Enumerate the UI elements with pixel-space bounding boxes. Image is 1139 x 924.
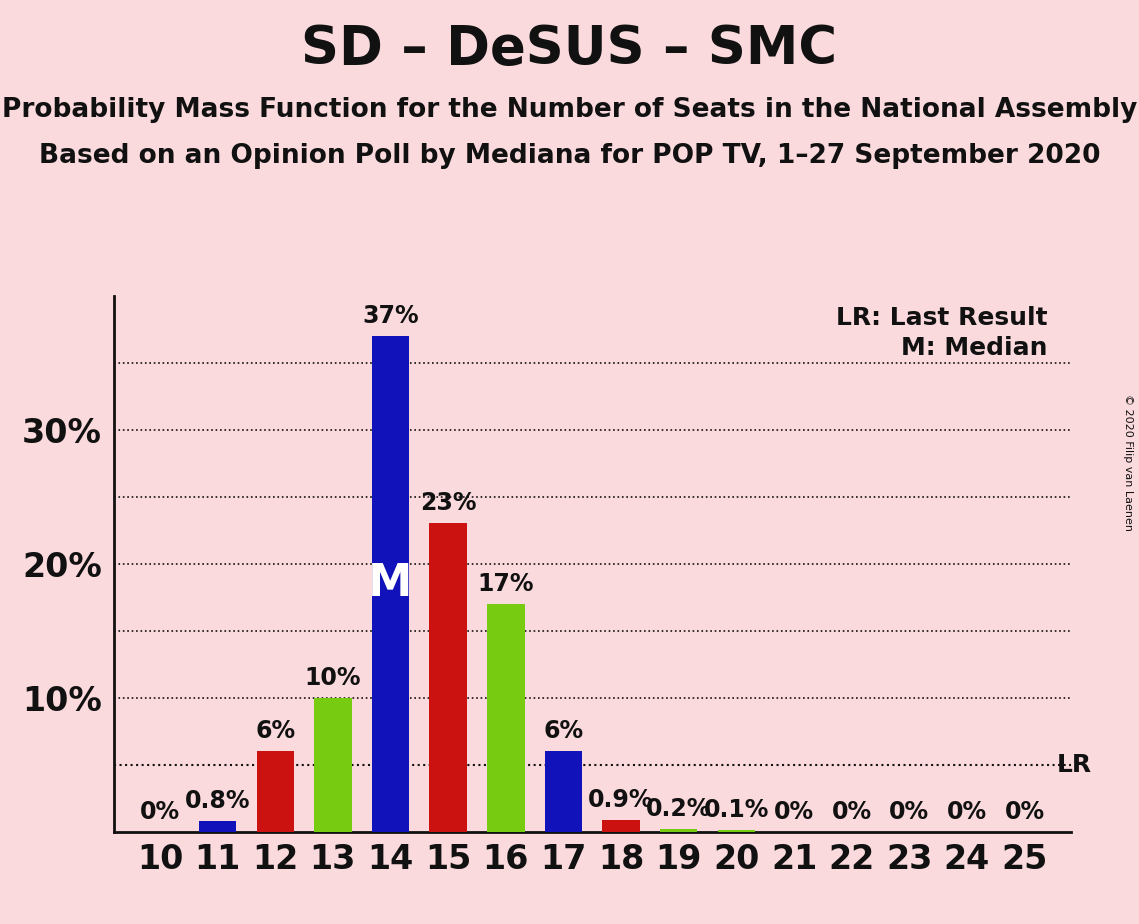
Text: 37%: 37%	[362, 304, 419, 328]
Text: LR: LR	[1056, 753, 1091, 776]
Bar	[371, 336, 409, 832]
Text: 0%: 0%	[831, 799, 871, 823]
Text: SD – DeSUS – SMC: SD – DeSUS – SMC	[302, 23, 837, 75]
Text: 0%: 0%	[1005, 799, 1044, 823]
Text: Probability Mass Function for the Number of Seats in the National Assembly: Probability Mass Function for the Number…	[2, 97, 1137, 123]
Bar	[314, 698, 352, 832]
Text: 0.9%: 0.9%	[589, 787, 654, 811]
Bar	[603, 820, 640, 832]
Text: 0.8%: 0.8%	[185, 789, 251, 813]
Text: 10%: 10%	[304, 665, 361, 689]
Text: 0.2%: 0.2%	[646, 796, 712, 821]
Text: M: M	[368, 562, 412, 605]
Bar	[544, 751, 582, 832]
Text: 0.1%: 0.1%	[704, 798, 769, 822]
Text: 23%: 23%	[420, 492, 476, 516]
Text: 6%: 6%	[543, 719, 583, 743]
Bar	[256, 751, 294, 832]
Text: 17%: 17%	[477, 572, 534, 596]
Text: 6%: 6%	[255, 719, 295, 743]
Text: 0%: 0%	[890, 799, 929, 823]
Text: M: Median: M: Median	[901, 336, 1048, 359]
Text: © 2020 Filip van Laenen: © 2020 Filip van Laenen	[1123, 394, 1133, 530]
Bar	[429, 523, 467, 832]
Text: Based on an Opinion Poll by Mediana for POP TV, 1–27 September 2020: Based on an Opinion Poll by Mediana for …	[39, 143, 1100, 169]
Text: 0%: 0%	[140, 799, 180, 823]
Bar	[487, 604, 525, 832]
Text: 0%: 0%	[947, 799, 988, 823]
Text: 0%: 0%	[773, 799, 814, 823]
Bar	[659, 829, 697, 832]
Bar	[199, 821, 237, 832]
Text: LR: Last Result: LR: Last Result	[836, 307, 1048, 331]
Bar	[718, 831, 755, 832]
